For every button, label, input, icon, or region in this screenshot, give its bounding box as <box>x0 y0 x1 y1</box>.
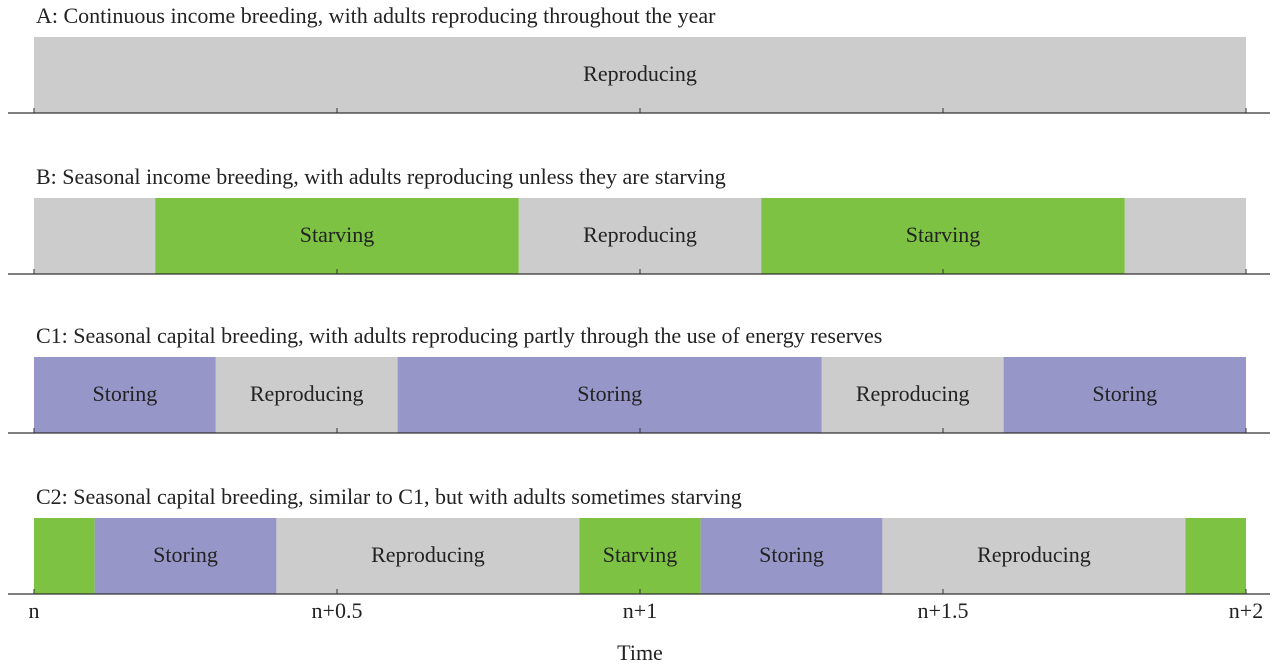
segment <box>761 198 1125 274</box>
segment-label: Reproducing <box>583 61 697 86</box>
segment-label: Storing <box>93 381 158 406</box>
segment-label: Starving <box>603 542 678 567</box>
panel-title: B: Seasonal income breeding, with adults… <box>36 164 726 189</box>
x-tick-label: n+2 <box>1229 598 1263 623</box>
segment-label: Reproducing <box>250 381 364 406</box>
segment <box>34 357 216 433</box>
segment <box>34 198 156 274</box>
segment-label: Storing <box>1092 381 1157 406</box>
segment <box>700 518 883 594</box>
segment <box>34 518 95 594</box>
segment <box>1124 198 1246 274</box>
segment-label: Reproducing <box>977 542 1091 567</box>
segment <box>34 37 1246 113</box>
segment-label: Storing <box>759 542 824 567</box>
segment-label: Starving <box>906 222 981 247</box>
segment <box>155 198 519 274</box>
x-axis-label: Time <box>617 640 663 665</box>
segment-label: Starving <box>300 222 375 247</box>
panel-title: A: Continuous income breeding, with adul… <box>36 3 716 28</box>
segment <box>579 518 701 594</box>
segment <box>397 357 822 433</box>
segment <box>276 518 580 594</box>
segment <box>1185 518 1246 594</box>
segment-label: Storing <box>153 542 218 567</box>
segment-label: Storing <box>577 381 642 406</box>
segment <box>518 198 762 274</box>
segment <box>821 357 1004 433</box>
segment <box>1003 357 1246 433</box>
segment-label: Reproducing <box>856 381 970 406</box>
segment <box>882 518 1186 594</box>
panel-title: C2: Seasonal capital breeding, similar t… <box>36 484 742 509</box>
x-tick-label: n+0.5 <box>312 598 363 623</box>
segment <box>94 518 277 594</box>
segment <box>215 357 398 433</box>
x-tick-label: n+1.5 <box>918 598 969 623</box>
x-tick-label: n+1 <box>623 598 657 623</box>
x-tick-label: n <box>29 598 40 623</box>
segment-label: Reproducing <box>371 542 485 567</box>
panel-title: C1: Seasonal capital breeding, with adul… <box>36 323 882 348</box>
segment-label: Reproducing <box>583 222 697 247</box>
